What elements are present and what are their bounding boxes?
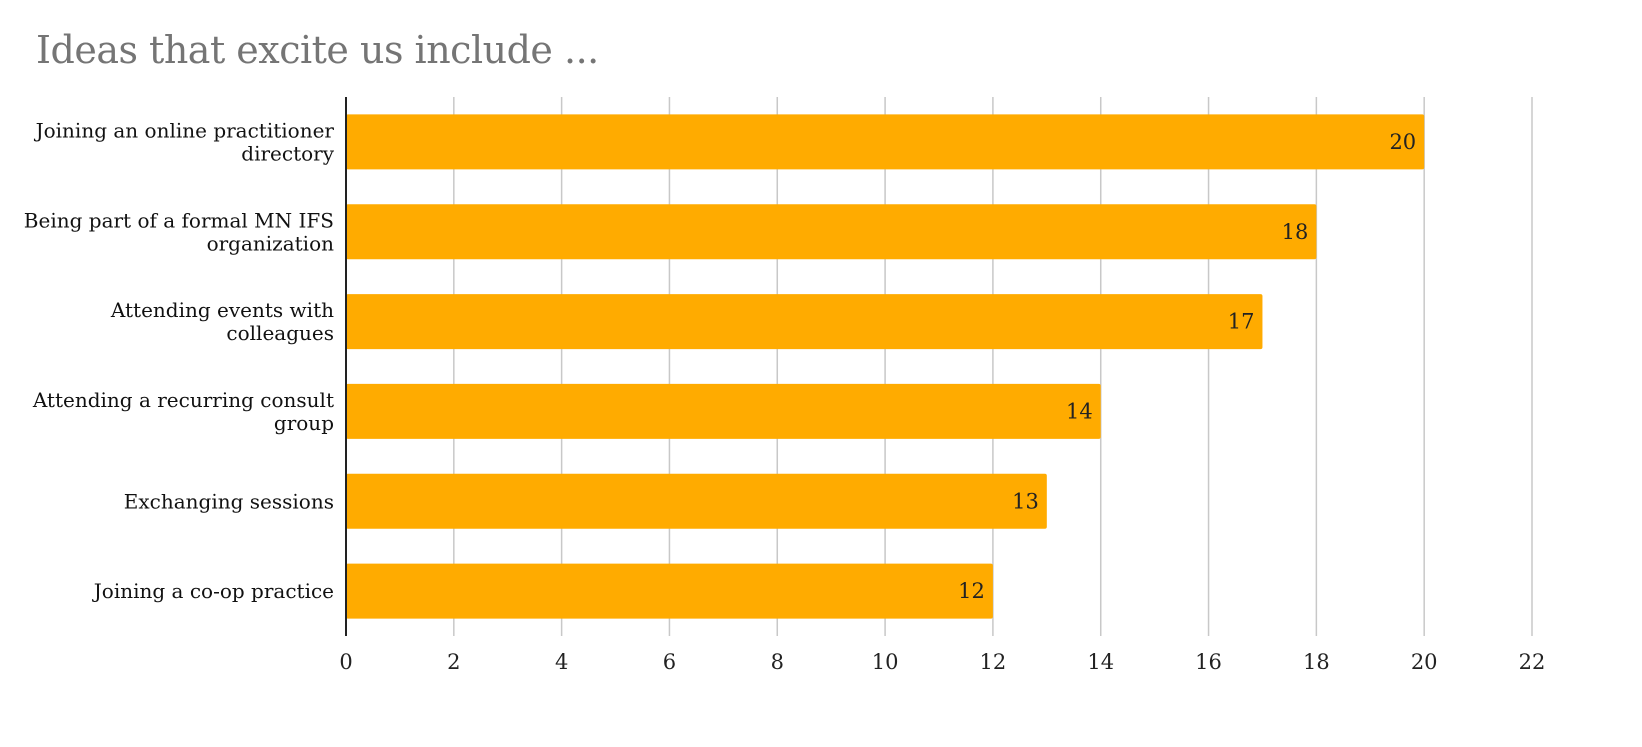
bar	[346, 383, 1101, 439]
x-tick-label: 2	[447, 650, 460, 674]
data-label: 12	[958, 579, 985, 603]
chart-title: Ideas that excite us include ...	[36, 28, 599, 72]
x-tick-label: 18	[1303, 650, 1330, 674]
x-tick-label: 12	[980, 650, 1007, 674]
category-label: Joining a co-op practice	[92, 579, 334, 603]
x-tick-label: 16	[1195, 650, 1222, 674]
data-label: 17	[1228, 310, 1255, 334]
category-label: Attending events with	[110, 298, 334, 322]
x-tick-label: 0	[339, 650, 352, 674]
x-tick-label: 14	[1087, 650, 1114, 674]
data-label: 18	[1282, 220, 1309, 244]
x-tick-label: 20	[1411, 650, 1438, 674]
category-label: Attending a recurring consult	[32, 388, 334, 412]
category-label: colleagues	[226, 321, 334, 345]
category-label: group	[274, 411, 334, 435]
bar	[346, 473, 1047, 529]
x-tick-label: 22	[1519, 650, 1546, 674]
category-label: Joining an online practitioner	[34, 118, 335, 142]
bar	[346, 114, 1425, 170]
data-label: 14	[1066, 399, 1093, 423]
x-tick-label: 4	[555, 650, 568, 674]
bar	[346, 294, 1263, 350]
data-label: 20	[1389, 130, 1416, 154]
data-label: 13	[1012, 489, 1039, 513]
x-tick-label: 8	[771, 650, 784, 674]
bar	[346, 204, 1317, 260]
x-tick-label: 6	[663, 650, 676, 674]
bar	[346, 563, 993, 619]
x-tick-label: 10	[872, 650, 899, 674]
category-label: organization	[207, 231, 335, 255]
category-label: directory	[241, 141, 334, 165]
category-label: Being part of a formal MN IFS	[24, 208, 334, 232]
category-label: Exchanging sessions	[124, 489, 334, 513]
